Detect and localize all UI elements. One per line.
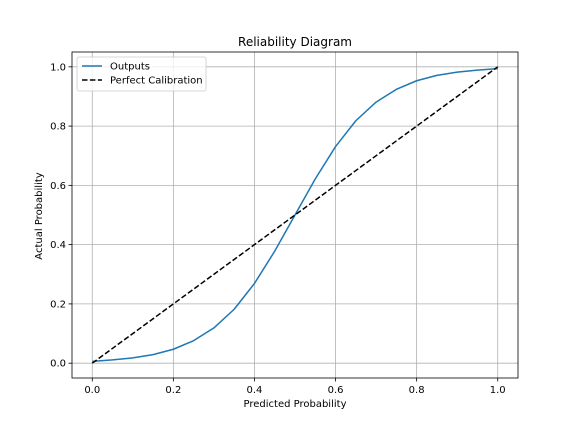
x-ticks: 0.0 0.2 0.4 0.6 0.8 1.0 bbox=[84, 378, 506, 396]
x-tick-label: 0.8 bbox=[409, 385, 425, 396]
legend-label-perfect-calibration: Perfect Calibration bbox=[110, 76, 203, 87]
x-tick-label: 0.4 bbox=[247, 385, 263, 396]
y-tick-label: 1.0 bbox=[50, 62, 66, 73]
series-line-perfect-calibration bbox=[91, 66, 499, 364]
y-ticks: 0.0 0.2 0.4 0.6 0.8 1.0 bbox=[50, 62, 72, 370]
plot-frame bbox=[71, 51, 519, 379]
legend-box bbox=[76, 56, 207, 92]
series-lines bbox=[91, 66, 499, 364]
x-tick-label: 0.0 bbox=[84, 385, 100, 396]
series-line-outputs bbox=[92, 67, 498, 363]
chart-title: Reliability Diagram bbox=[238, 35, 352, 49]
y-tick-label: 0.4 bbox=[50, 240, 66, 251]
y-tick-label: 0.2 bbox=[50, 299, 66, 310]
legend-label-outputs: Outputs bbox=[110, 62, 150, 73]
legend: Outputs Perfect Calibration bbox=[76, 56, 207, 92]
y-tick-label: 0.0 bbox=[50, 359, 66, 370]
x-tick-label: 0.6 bbox=[328, 385, 344, 396]
x-tick-label: 1.0 bbox=[490, 385, 506, 396]
y-tick-label: 0.8 bbox=[50, 122, 66, 133]
y-axis-label: Actual Probability bbox=[34, 172, 45, 259]
y-tick-label: 0.6 bbox=[50, 181, 66, 192]
x-axis-label: Predicted Probability bbox=[244, 399, 347, 410]
x-tick-label: 0.2 bbox=[165, 385, 181, 396]
